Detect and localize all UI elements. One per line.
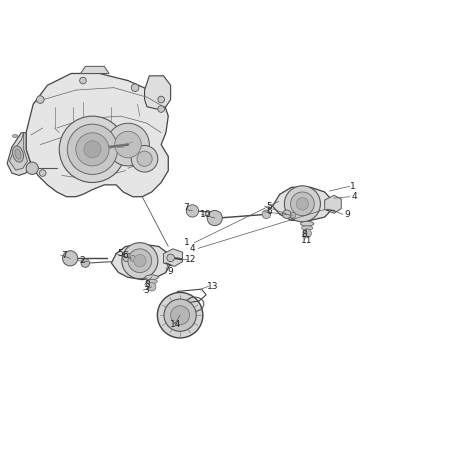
Circle shape [123,253,131,262]
Circle shape [122,243,158,279]
Circle shape [63,251,78,266]
Text: 2: 2 [79,256,85,265]
Ellipse shape [15,149,21,159]
Circle shape [130,255,136,261]
Text: 12: 12 [185,255,196,264]
Circle shape [164,299,196,331]
Circle shape [290,212,296,218]
Text: 13: 13 [207,282,218,291]
Circle shape [115,131,141,158]
Circle shape [107,123,149,166]
Polygon shape [26,73,168,197]
Circle shape [167,254,174,262]
Circle shape [207,210,222,226]
Text: 1: 1 [184,238,190,247]
Ellipse shape [12,135,18,137]
Circle shape [303,229,311,237]
Polygon shape [145,76,171,109]
Text: 7: 7 [183,203,189,212]
Circle shape [137,151,152,166]
Polygon shape [111,244,171,280]
Text: 5: 5 [266,202,272,210]
Text: 11: 11 [301,237,313,245]
Text: 9: 9 [168,267,173,276]
Circle shape [157,292,203,338]
Text: 6: 6 [266,208,272,216]
Polygon shape [7,133,31,175]
Circle shape [171,306,190,325]
Ellipse shape [146,279,157,283]
Circle shape [84,141,101,158]
Circle shape [76,133,109,166]
Circle shape [158,96,164,103]
Text: 7: 7 [62,251,67,259]
Circle shape [291,192,314,216]
Text: 8: 8 [145,280,150,289]
Circle shape [128,249,152,273]
Circle shape [36,96,44,103]
Circle shape [26,162,38,174]
Text: 4: 4 [190,244,195,253]
Circle shape [296,198,309,210]
Ellipse shape [145,275,158,280]
Ellipse shape [12,146,24,162]
Text: 4: 4 [352,192,357,201]
Circle shape [131,84,139,91]
Text: 9: 9 [344,210,350,219]
Text: 6: 6 [123,252,128,260]
Text: 3: 3 [143,286,149,294]
Circle shape [39,170,46,176]
Circle shape [186,205,199,217]
Ellipse shape [301,226,313,230]
Circle shape [67,124,118,174]
Text: 8: 8 [301,230,307,239]
Ellipse shape [301,221,314,226]
Circle shape [283,210,291,219]
Text: 5: 5 [117,249,123,258]
Circle shape [134,255,146,267]
Polygon shape [273,187,332,220]
Text: 1: 1 [350,182,356,191]
Text: 14: 14 [170,320,182,328]
Circle shape [59,116,126,182]
Text: 10: 10 [200,210,211,219]
Polygon shape [9,133,27,170]
Polygon shape [164,249,182,266]
Circle shape [262,210,271,219]
Circle shape [80,77,86,84]
Circle shape [284,186,320,222]
Circle shape [158,106,164,112]
Polygon shape [81,66,109,73]
Circle shape [147,283,156,291]
Circle shape [131,146,158,172]
Circle shape [81,259,90,267]
Polygon shape [325,195,341,213]
